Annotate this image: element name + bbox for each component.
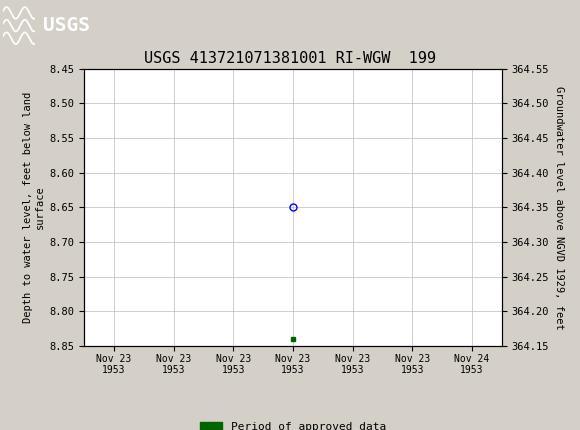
Text: USGS 413721071381001 RI-WGW  199: USGS 413721071381001 RI-WGW 199: [144, 51, 436, 65]
Text: USGS: USGS: [44, 15, 90, 35]
Y-axis label: Depth to water level, feet below land
surface: Depth to water level, feet below land su…: [23, 92, 45, 323]
Legend: Period of approved data: Period of approved data: [195, 418, 390, 430]
Y-axis label: Groundwater level above NGVD 1929, feet: Groundwater level above NGVD 1929, feet: [554, 86, 564, 329]
